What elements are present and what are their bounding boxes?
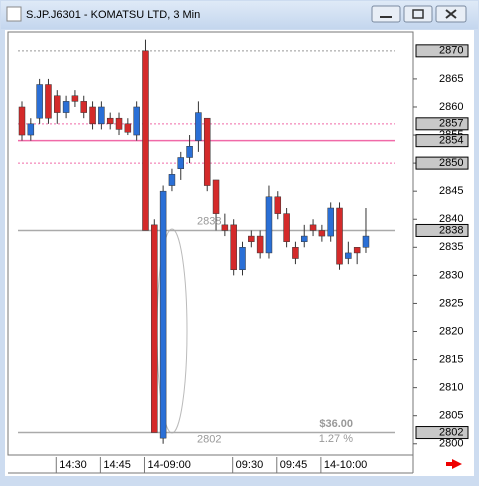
candle-body <box>239 247 246 271</box>
candle-body <box>256 235 264 254</box>
x-tick-label: 14:45 <box>103 459 131 471</box>
level-label: 2854 <box>439 135 463 147</box>
candle-body <box>115 117 123 130</box>
candle-body <box>89 106 96 125</box>
measure-percent: 1.27 % <box>319 433 353 445</box>
plot: 2800 2805 2810 2815 2820 2825 2830 2835 2840 2845… <box>18 39 469 473</box>
candle-body <box>327 207 334 237</box>
level-label: 2838 <box>439 224 463 236</box>
level-marker <box>415 223 469 237</box>
candle-body <box>71 95 79 102</box>
level-label: 2857 <box>439 118 463 130</box>
candle-body <box>54 95 61 113</box>
x-tick-label: 09:45 <box>280 459 308 471</box>
candle-body <box>36 84 43 119</box>
maximize-button[interactable] <box>403 5 433 23</box>
candle-body <box>151 224 158 433</box>
level-marker <box>415 156 469 170</box>
window-buttons <box>371 5 467 23</box>
y-tick-label: 2830 <box>439 269 463 281</box>
level-label: 2850 <box>439 157 463 169</box>
candle-body <box>203 117 211 186</box>
y-tick-label: 2840 <box>439 213 463 225</box>
candle-body <box>221 224 229 231</box>
candle-body <box>248 235 255 242</box>
candle-body <box>318 230 326 237</box>
app-icon <box>6 6 22 22</box>
candle-body <box>309 224 317 231</box>
window-title: S.JP.J6301 - KOMATSU LTD, 3 Min <box>26 9 200 21</box>
y-tick-label: 2835 <box>439 241 463 253</box>
candle-body <box>362 235 370 248</box>
candle-body <box>283 213 290 242</box>
candle-body <box>345 252 352 259</box>
x-tick-label: 14-09:00 <box>147 459 190 471</box>
x-tick-label: 14-10:00 <box>324 459 367 471</box>
y-tick-label: 2825 <box>439 297 463 309</box>
x-tick-label: 09:30 <box>236 459 264 471</box>
y-tick-label: 2810 <box>439 382 463 394</box>
level-label: 2802 <box>439 426 463 438</box>
level-marker <box>415 426 469 440</box>
minimize-button[interactable] <box>371 5 401 23</box>
candle-body <box>292 247 299 259</box>
candle-body <box>186 146 193 158</box>
candle-body <box>159 190 167 439</box>
candle-body <box>195 112 202 141</box>
candle-body <box>98 106 105 125</box>
candle-body <box>80 101 87 113</box>
candle-body <box>62 101 70 113</box>
y-tick-label: 2820 <box>439 325 463 337</box>
y-tick-label: 2860 <box>439 101 463 113</box>
close-icon <box>445 9 457 19</box>
candle-body <box>133 106 140 136</box>
candle-body <box>106 117 114 125</box>
candle-body <box>300 235 308 242</box>
candle-body <box>124 123 132 133</box>
y-tick-label: 2800 <box>439 438 463 450</box>
candle-body <box>142 50 149 231</box>
plot-area <box>7 31 414 456</box>
level-label: 2870 <box>439 45 463 57</box>
y-tick-label: 2815 <box>439 353 463 365</box>
candle-body <box>265 196 273 254</box>
candle-body <box>168 174 176 186</box>
candle-body <box>212 179 220 214</box>
candle-body <box>177 157 185 169</box>
level-marker <box>415 117 469 131</box>
measure-low: 2802 <box>197 433 221 445</box>
candle-body <box>45 84 52 119</box>
x-tick-label: 14:30 <box>59 459 87 471</box>
candle-body <box>230 224 237 271</box>
y-tick-label: 2805 <box>439 410 463 422</box>
y-tick-label: 2845 <box>439 185 463 197</box>
measure-range: $36.00 <box>319 418 353 430</box>
candle-body <box>353 247 361 254</box>
y-tick-label: 2865 <box>439 73 463 85</box>
measure-high: 2838 <box>197 215 221 227</box>
level-marker <box>415 134 469 148</box>
level-marker <box>415 44 469 58</box>
maximize-icon <box>412 9 424 19</box>
scroll-arrow[interactable] <box>446 459 462 469</box>
candle-body <box>27 123 35 136</box>
candle-body <box>18 106 26 136</box>
candle-body <box>336 207 343 265</box>
candle-body <box>274 196 282 214</box>
